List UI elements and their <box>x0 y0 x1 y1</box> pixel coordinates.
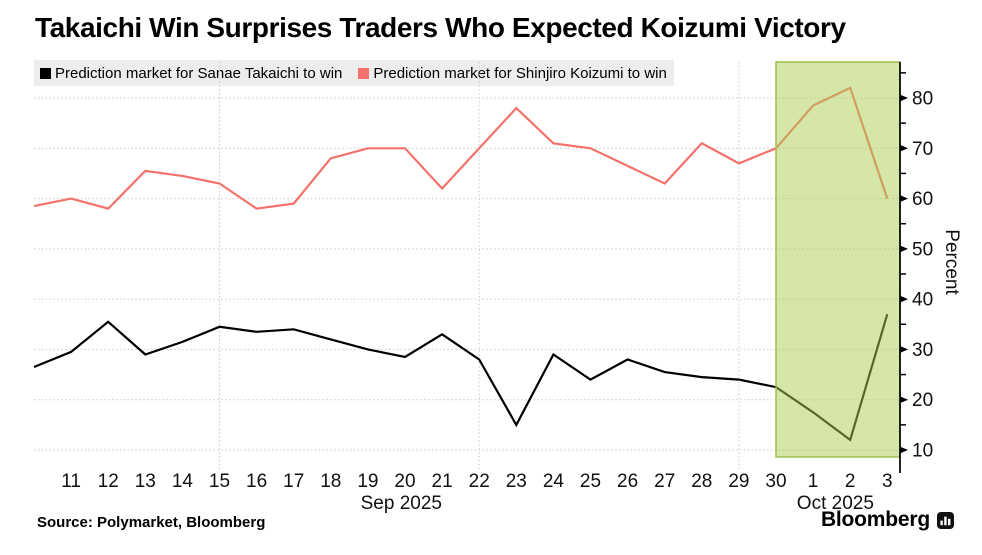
y-tick-label-70: 70 <box>912 139 933 160</box>
x-tick-label-20: 20 <box>394 471 415 492</box>
y-tick-label-30: 30 <box>912 340 933 361</box>
chart-title: Takaichi Win Surprises Traders Who Expec… <box>35 12 846 43</box>
koizumi-line <box>33 86 889 210</box>
x-tick-label-16: 16 <box>246 471 267 492</box>
x-tick-label-27: 27 <box>654 471 675 492</box>
legend-label-koizumi: Prediction market for Shinjiro Koizumi t… <box>373 64 667 82</box>
x-tick-label-14: 14 <box>172 471 194 492</box>
y-tick-30 <box>900 346 908 353</box>
x-tick-label-29: 29 <box>728 471 749 492</box>
x-tick-label-21: 21 <box>432 471 453 492</box>
x-tick-label-12: 12 <box>98 471 119 492</box>
x-tick-label-19: 19 <box>357 471 378 492</box>
x-tick-label-25: 25 <box>580 471 601 492</box>
bloomberg-chart-icon <box>937 511 954 529</box>
y-tick-label-80: 80 <box>912 89 933 110</box>
x-tick-label-24: 24 <box>543 471 565 492</box>
legend-label-takaichi: Prediction market for Sanae Takaichi to … <box>55 64 343 82</box>
bloomberg-wordmark: Bloomberg <box>820 508 930 531</box>
source-note: Source: Polymarket, Bloomberg <box>37 514 266 531</box>
x-tick-label-11: 11 <box>61 471 81 492</box>
y-tick-40 <box>900 295 908 303</box>
x-tick-label-26: 26 <box>617 471 638 492</box>
x-tick-label-1: 1 <box>808 471 819 492</box>
x-tick-label-28: 28 <box>691 471 712 492</box>
month-label-Sep: Sep 2025 <box>361 493 442 514</box>
y-axis-title: Percent <box>941 229 962 295</box>
legend-item-koizumi: Prediction market for Shinjiro Koizumi t… <box>358 64 667 82</box>
x-tick-label-13: 13 <box>135 471 156 492</box>
x-tick-label-22: 22 <box>469 471 490 492</box>
x-tick-label-3: 3 <box>882 471 893 492</box>
x-tick-label-2: 2 <box>845 471 856 492</box>
legend: Prediction market for Sanae Takaichi to … <box>34 60 674 86</box>
bloomberg-logo: Bloomberg <box>821 508 954 532</box>
y-tick-50 <box>900 245 908 253</box>
y-tick-label-40: 40 <box>912 290 933 311</box>
y-tick-10 <box>900 446 908 454</box>
y-tick-70 <box>900 144 908 152</box>
x-tick-label-17: 17 <box>283 471 304 492</box>
x-tick-label-18: 18 <box>320 471 341 492</box>
x-tick-label-15: 15 <box>209 471 230 492</box>
legend-item-takaichi: Prediction market for Sanae Takaichi to … <box>40 65 342 82</box>
takaichi-line <box>33 313 889 442</box>
month-label-Oct: Oct 2025 <box>797 493 874 514</box>
y-tick-80 <box>900 94 908 102</box>
y-tick-label-20: 20 <box>912 390 933 411</box>
koizumi-swatch-icon <box>358 67 370 79</box>
takaichi-swatch-icon <box>40 67 51 79</box>
y-tick-label-50: 50 <box>912 239 933 260</box>
y-tick-60 <box>900 195 908 202</box>
x-tick-label-23: 23 <box>506 471 527 492</box>
highlight-region <box>775 61 901 458</box>
y-tick-20 <box>900 396 908 404</box>
y-tick-label-60: 60 <box>912 189 933 210</box>
y-tick-label-10: 10 <box>912 441 933 462</box>
x-tick-label-30: 30 <box>765 471 786 492</box>
